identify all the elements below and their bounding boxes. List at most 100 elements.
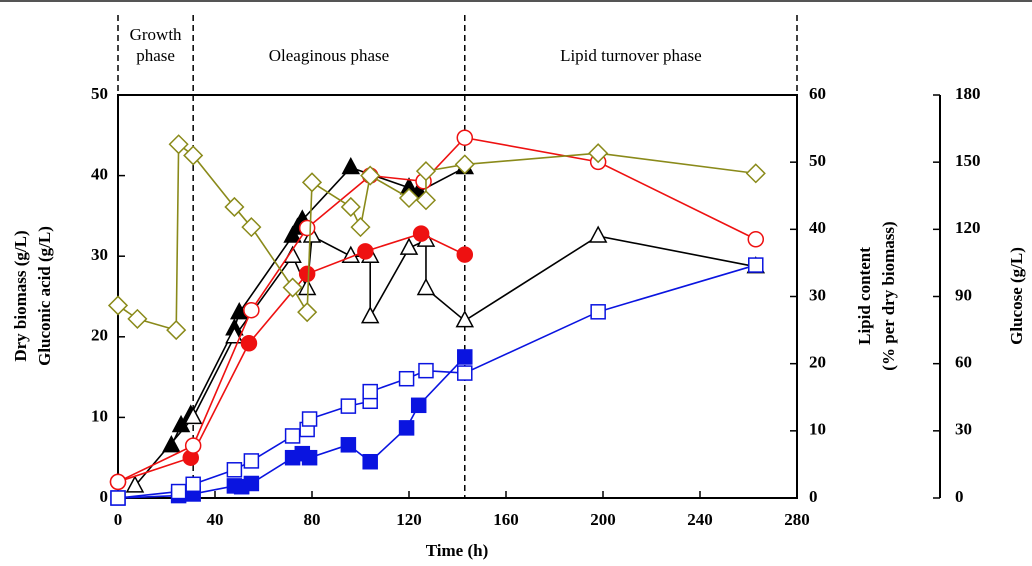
y3-tick-label: 150 bbox=[955, 151, 981, 170]
y2-axis-label: Lipid content bbox=[855, 247, 874, 345]
y-tick-label: 20 bbox=[91, 326, 108, 345]
marker bbox=[127, 308, 148, 329]
y2-axis-label: (% per dry biomass) bbox=[879, 221, 898, 370]
marker bbox=[457, 349, 473, 365]
marker bbox=[340, 437, 357, 453]
x-tick-label: 0 bbox=[114, 510, 123, 529]
y2-tick-label: 0 bbox=[809, 487, 818, 506]
phase-label: phase bbox=[136, 46, 175, 65]
marker bbox=[243, 453, 260, 469]
marker bbox=[284, 428, 301, 444]
marker bbox=[301, 172, 323, 193]
y2-tick-label: 30 bbox=[809, 285, 826, 304]
marker bbox=[340, 196, 361, 218]
marker bbox=[243, 475, 260, 492]
marker bbox=[183, 145, 204, 166]
y-tick-label: 30 bbox=[91, 245, 108, 264]
marker bbox=[301, 449, 318, 466]
marker bbox=[399, 237, 419, 255]
x-tick-label: 80 bbox=[304, 510, 321, 529]
marker bbox=[298, 219, 316, 237]
marker bbox=[398, 370, 415, 387]
marker bbox=[168, 134, 189, 155]
marker bbox=[588, 143, 609, 164]
y-tick-label: 10 bbox=[91, 406, 108, 425]
marker bbox=[456, 129, 474, 146]
marker bbox=[107, 295, 129, 316]
marker bbox=[125, 475, 145, 493]
marker bbox=[340, 398, 357, 414]
y-tick-label: 0 bbox=[100, 487, 109, 506]
marker bbox=[360, 165, 381, 186]
y3-tick-label: 90 bbox=[955, 285, 972, 304]
marker bbox=[415, 161, 437, 182]
series-line bbox=[117, 136, 757, 483]
x-tick-label: 160 bbox=[493, 510, 519, 529]
marker bbox=[224, 196, 245, 218]
marker bbox=[454, 154, 475, 175]
marker bbox=[297, 302, 318, 323]
marker bbox=[301, 411, 318, 427]
y3-tick-label: 60 bbox=[955, 353, 972, 372]
marker bbox=[170, 483, 187, 500]
marker bbox=[357, 243, 374, 260]
marker bbox=[410, 397, 427, 414]
x-tick-label: 280 bbox=[784, 510, 810, 529]
marker bbox=[109, 473, 127, 491]
series-line bbox=[117, 264, 757, 499]
phase-label: Lipid turnover phase bbox=[560, 46, 702, 65]
marker bbox=[183, 406, 203, 425]
marker bbox=[748, 257, 764, 273]
marker bbox=[243, 301, 260, 319]
marker bbox=[226, 462, 243, 478]
marker bbox=[745, 163, 766, 184]
marker bbox=[240, 334, 258, 352]
y3-tick-label: 180 bbox=[955, 84, 981, 103]
y-axis-label: Gluconic acid (g/L) bbox=[35, 226, 54, 366]
x-tick-label: 200 bbox=[590, 510, 616, 529]
y2-tick-label: 40 bbox=[809, 218, 826, 237]
x-tick-label: 240 bbox=[687, 510, 713, 529]
x-tick-label: 120 bbox=[396, 510, 422, 529]
y2-tick-label: 50 bbox=[809, 151, 826, 170]
series-line bbox=[134, 234, 756, 487]
y3-tick-label: 120 bbox=[955, 218, 981, 237]
marker bbox=[416, 277, 436, 296]
marker bbox=[456, 246, 474, 263]
marker bbox=[455, 310, 475, 328]
phase-label: Growth bbox=[130, 25, 182, 44]
marker bbox=[341, 156, 361, 175]
marker bbox=[415, 190, 437, 211]
marker bbox=[362, 383, 378, 400]
y-axis-label: Dry biomass (g/L) bbox=[11, 230, 30, 361]
y3-axis-label: Glucose (g/L) bbox=[1007, 247, 1026, 345]
y-tick-label: 40 bbox=[91, 165, 108, 184]
marker bbox=[166, 320, 187, 341]
marker bbox=[350, 217, 371, 238]
marker bbox=[360, 306, 380, 324]
marker bbox=[412, 225, 430, 242]
marker bbox=[747, 231, 765, 248]
marker bbox=[398, 420, 415, 436]
series-line bbox=[117, 142, 756, 332]
marker bbox=[588, 225, 608, 243]
marker bbox=[184, 437, 202, 454]
y2-tick-label: 20 bbox=[809, 353, 826, 372]
marker bbox=[110, 490, 126, 506]
y2-tick-label: 60 bbox=[809, 84, 826, 103]
marker bbox=[590, 304, 606, 320]
y3-tick-label: 30 bbox=[955, 420, 972, 439]
plot-frame bbox=[117, 94, 798, 499]
marker bbox=[362, 453, 378, 470]
y-tick-label: 50 bbox=[91, 84, 108, 103]
marker bbox=[185, 476, 201, 493]
marker bbox=[457, 365, 473, 381]
x-axis-label: Time (h) bbox=[426, 541, 489, 560]
y3-tick-label: 0 bbox=[955, 487, 964, 506]
y2-tick-label: 10 bbox=[809, 420, 826, 439]
phase-label: Oleaginous phase bbox=[269, 46, 389, 65]
marker bbox=[398, 187, 420, 209]
marker bbox=[282, 277, 303, 298]
marker bbox=[418, 362, 434, 379]
